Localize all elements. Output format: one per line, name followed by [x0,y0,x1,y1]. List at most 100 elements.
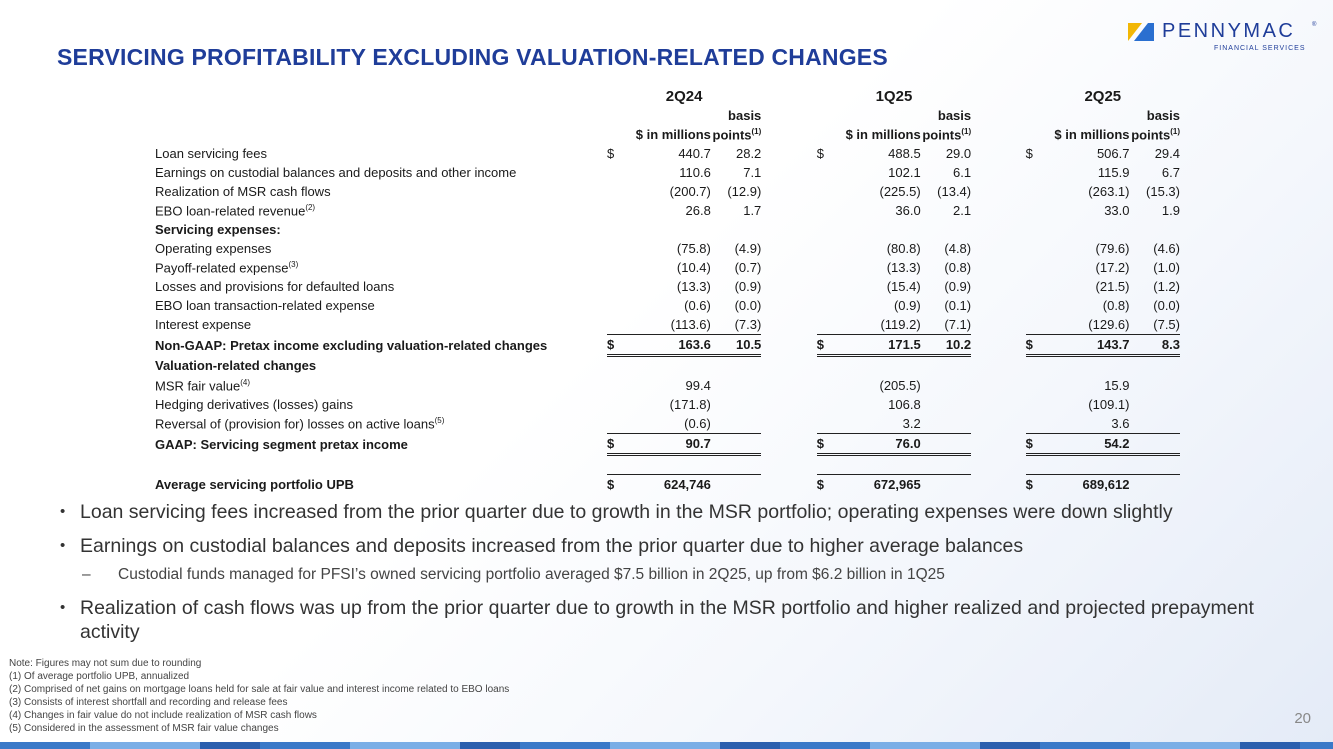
currency-symbol [817,182,833,201]
value-millions: (13.3) [886,260,921,275]
value-bps [921,395,971,414]
value-bps: (0.0) [1153,298,1180,313]
value-millions: (10.4) [676,260,711,275]
value-bps [921,376,971,395]
currency-symbol [817,395,833,414]
value-bps: (7.5) [1129,315,1180,335]
currency-symbol [607,356,623,377]
currency-symbol [1026,395,1042,414]
quarter-header-row: 2Q24 1Q25 2Q25 [155,87,1180,106]
value-millions: (0.8) [1102,298,1130,313]
value-millions [623,356,711,377]
value-bps: 29.4 [1154,146,1180,161]
value-millions: 488.5 [888,146,921,161]
value-millions: (0.6) [623,414,711,434]
currency-symbol [817,163,833,182]
logo-subtitle: FINANCIAL SERVICES [1214,45,1306,52]
value-millions: (0.6) [684,298,711,313]
row-label: Interest expense [155,317,252,333]
currency-symbol: $ [816,334,833,357]
value-bps: (0.1) [944,298,972,313]
value-millions: 26.8 [685,203,711,218]
value-millions: (205.5) [879,378,921,393]
table-row: Non-GAAP: Pretax income excluding valuat… [155,334,1180,357]
value-millions: 689,612 [1041,474,1130,494]
value-millions: (15.4) [886,279,921,294]
currency-symbol: $ [1025,474,1042,494]
value-bps [1129,474,1180,494]
currency-symbol [1026,220,1042,239]
currency-symbol [817,258,833,277]
value-bps: (7.3) [710,315,762,335]
footnote: Note: Figures may not sum due to roundin… [9,658,202,669]
sub-bullet-item: Custodial funds managed for PFSI’s owned… [60,566,1260,584]
currency-symbol [1026,277,1042,296]
value-millions: (75.8) [676,241,711,256]
value-millions: (79.6) [1095,241,1130,256]
logo-name: PENNYMAC [1162,20,1296,42]
row-label: Operating expenses [155,241,272,256]
currency-symbol: $ [606,334,624,357]
row-label: Hedging derivatives (losses) gains [155,397,353,412]
value-bps [711,395,761,414]
value-bps: 28.2 [735,146,762,161]
currency-symbol [607,395,623,414]
row-label: Realization of MSR cash flows [155,184,331,199]
value-bps: (4.9) [734,241,762,256]
row-label: EBO loan transaction-related expense [155,298,375,313]
value-millions: 171.5 [832,334,921,357]
table-row: MSR fair value(4) 99.4 (205.5) 15.9 [155,376,1180,395]
value-millions: 90.7 [623,433,711,456]
value-millions: (263.1) [1088,184,1130,199]
table-row: Earnings on custodial balances and depos… [155,163,1180,182]
currency-symbol [1025,414,1042,434]
value-bps: (4.6) [1153,241,1180,256]
value-bps: (1.2) [1153,279,1180,294]
basis-header: basis [937,108,972,123]
bullet-item: Realization of cash flows was up from th… [60,596,1260,644]
row-label: Payoff-related expense(3) [155,259,299,276]
millions-header: $ in millions [635,127,711,142]
table-row: Losses and provisions for defaulted loan… [155,277,1180,296]
table-row: EBO loan-related revenue(2) 26.8 1.7 36.0 2.… [155,201,1180,220]
value-bps: (0.7) [734,260,762,275]
currency-symbol: $ [606,146,615,161]
table-row: Loan servicing fees $440.7 28.2 $488.5 29.0 $… [155,144,1180,163]
currency-symbol [606,315,624,335]
value-millions: 110.6 [679,165,711,180]
millions-header: $ in millions [1054,127,1130,142]
table-row: Hedging derivatives (losses) gains (171.8… [155,395,1180,414]
currency-symbol [1026,163,1042,182]
value-millions: 3.6 [1041,414,1130,434]
value-millions: 15.9 [1104,378,1130,393]
row-label: Reversal of (provision for) losses on ac… [155,416,445,432]
value-millions: 106.8 [888,397,921,412]
commentary-bullets: Loan servicing fees increased from the p… [60,500,1260,654]
row-label: MSR fair value(4) [155,377,251,394]
value-millions [623,220,711,239]
currency-symbol [607,296,623,315]
value-bps: (0.9) [734,279,762,294]
value-millions: (171.8) [669,397,711,412]
value-millions: 624,746 [623,474,711,494]
footer-band [0,742,1333,749]
value-bps [921,220,971,239]
value-bps [1130,356,1181,377]
value-millions: (80.8) [886,241,921,256]
value-bps [920,414,972,434]
currency-symbol [607,220,623,239]
table-row: EBO loan transaction-related expense (0.6… [155,296,1180,315]
value-millions: (17.2) [1095,260,1130,275]
table-row: Average servicing portfolio UPB $624,746 $… [155,474,1180,494]
table-row: Reversal of (provision for) losses on ac… [155,414,1180,434]
value-millions: (119.2) [832,315,921,335]
basis-header-row: basis basis basis [155,106,1180,125]
basis-header: basis [728,108,762,123]
currency-symbol: $ [1025,334,1042,357]
value-millions: (200.7) [669,184,711,199]
value-millions: 33.0 [1104,203,1130,218]
footnote: (2) Comprised of net gains on mortgage l… [9,684,510,695]
value-bps [710,433,762,456]
basis-header: basis [1146,108,1180,123]
currency-symbol [817,356,833,377]
